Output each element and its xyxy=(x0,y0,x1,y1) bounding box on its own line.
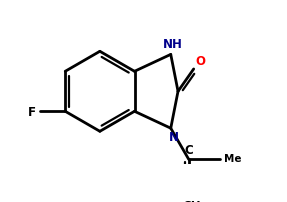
Text: O: O xyxy=(195,55,205,68)
Text: Me: Me xyxy=(224,153,242,163)
Text: NH: NH xyxy=(163,38,183,51)
Text: CH₂: CH₂ xyxy=(182,199,206,202)
Text: C: C xyxy=(184,144,193,157)
Text: F: F xyxy=(28,105,36,118)
Text: N: N xyxy=(169,130,179,143)
